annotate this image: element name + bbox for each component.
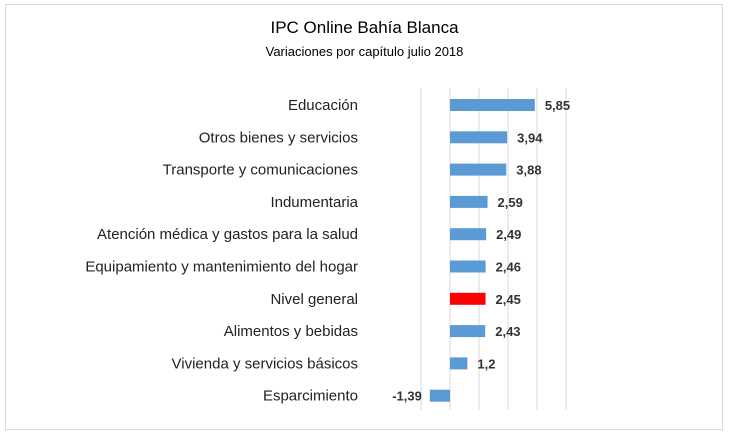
bar (450, 131, 508, 144)
data-label: 2,49 (496, 227, 521, 242)
category-label: Atención médica y gastos para la salud (97, 226, 358, 243)
category-label: Alimentos y bebidas (224, 323, 358, 340)
bar-highlight (450, 292, 486, 305)
category-label: Esparcimiento (263, 388, 358, 405)
category-label: Nivel general (270, 291, 358, 308)
chart-frame (5, 4, 723, 430)
category-label: Transporte y comunicaciones (163, 162, 358, 179)
bar (450, 357, 468, 370)
data-label: 2,45 (496, 292, 521, 307)
category-label: Otros bienes y servicios (199, 129, 358, 146)
data-label: 2,43 (495, 324, 520, 339)
bar (450, 325, 486, 338)
data-label: 3,88 (516, 163, 541, 178)
bar (450, 163, 507, 176)
bar (450, 195, 488, 208)
data-label: 2,59 (498, 195, 523, 210)
data-label: 3,94 (517, 130, 543, 145)
data-label: 5,85 (545, 98, 570, 113)
data-label: 1,2 (477, 356, 495, 371)
bar (450, 228, 487, 241)
category-label: Equipamiento y mantenimiento del hogar (85, 259, 358, 276)
category-label: Vivienda y servicios básicos (172, 355, 358, 372)
data-label: 2,46 (496, 260, 521, 275)
bar (450, 99, 535, 111)
bar (450, 260, 486, 273)
category-label: Indumentaria (270, 194, 358, 211)
chart-title: IPC Online Bahía Blanca (270, 18, 459, 37)
data-label: -1,39 (392, 389, 422, 404)
chart-subtitle: Variaciones por capítulo julio 2018 (265, 44, 464, 59)
category-label: Educación (288, 97, 358, 114)
bar (429, 389, 450, 402)
